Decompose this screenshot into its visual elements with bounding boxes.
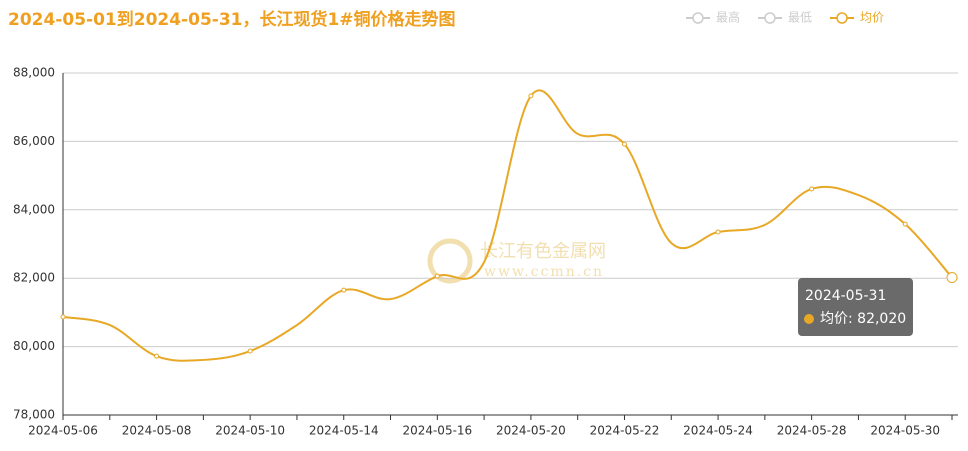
x-tick-label: 2024-05-28 — [777, 424, 847, 438]
x-tick-label: 2024-05-22 — [590, 424, 660, 438]
chart-title: 2024-05-01到2024-05-31，长江现货1#铜价格走势图 — [8, 9, 456, 30]
tooltip-title: 2024-05-31 — [805, 288, 886, 304]
legend-symbol — [692, 12, 704, 24]
legend-symbol — [836, 12, 848, 24]
point — [60, 314, 66, 320]
legend-label: 最低 — [788, 11, 812, 25]
watermark-logo — [427, 238, 473, 284]
point — [809, 186, 815, 192]
point — [154, 353, 160, 359]
tooltip-marker — [804, 314, 814, 324]
tooltip-label: 均价: 82,020 — [820, 311, 906, 327]
x-tick-label: 2024-05-16 — [402, 424, 472, 438]
x-tick-label: 2024-05-08 — [122, 424, 192, 438]
y-tick-label: 82,000 — [13, 271, 55, 285]
point — [434, 273, 440, 279]
point — [902, 221, 908, 227]
x-tick-label: 2024-05-14 — [309, 424, 379, 438]
point — [946, 272, 958, 284]
point — [247, 348, 253, 354]
x-tick-label: 2024-05-20 — [496, 424, 566, 438]
legend-label: 最高 — [716, 10, 740, 25]
watermark: 长江有色金属网 — [480, 241, 606, 262]
point — [621, 141, 627, 147]
y-tick-label: 88,000 — [13, 66, 55, 80]
x-tick-label: 2024-05-06 — [28, 424, 98, 438]
legend-label: 均价 — [860, 11, 884, 25]
y-tick-label: 78,000 — [13, 408, 55, 422]
x-tick-label: 2024-05-24 — [683, 424, 753, 438]
x-tick-label: 2024-05-10 — [215, 424, 285, 438]
x-tick-label: 2024-05-30 — [870, 424, 940, 438]
y-tick-label: 84,000 — [13, 202, 55, 216]
point — [715, 229, 721, 235]
legend-symbol — [764, 12, 776, 24]
tooltip — [798, 278, 913, 336]
y-tick-label: 86,000 — [13, 134, 55, 148]
y-tick-label: 80,000 — [13, 339, 55, 353]
series-line — [62, 89, 953, 362]
point — [341, 287, 347, 293]
watermark: www.ccmn.cn — [484, 264, 604, 280]
point — [528, 93, 534, 99]
